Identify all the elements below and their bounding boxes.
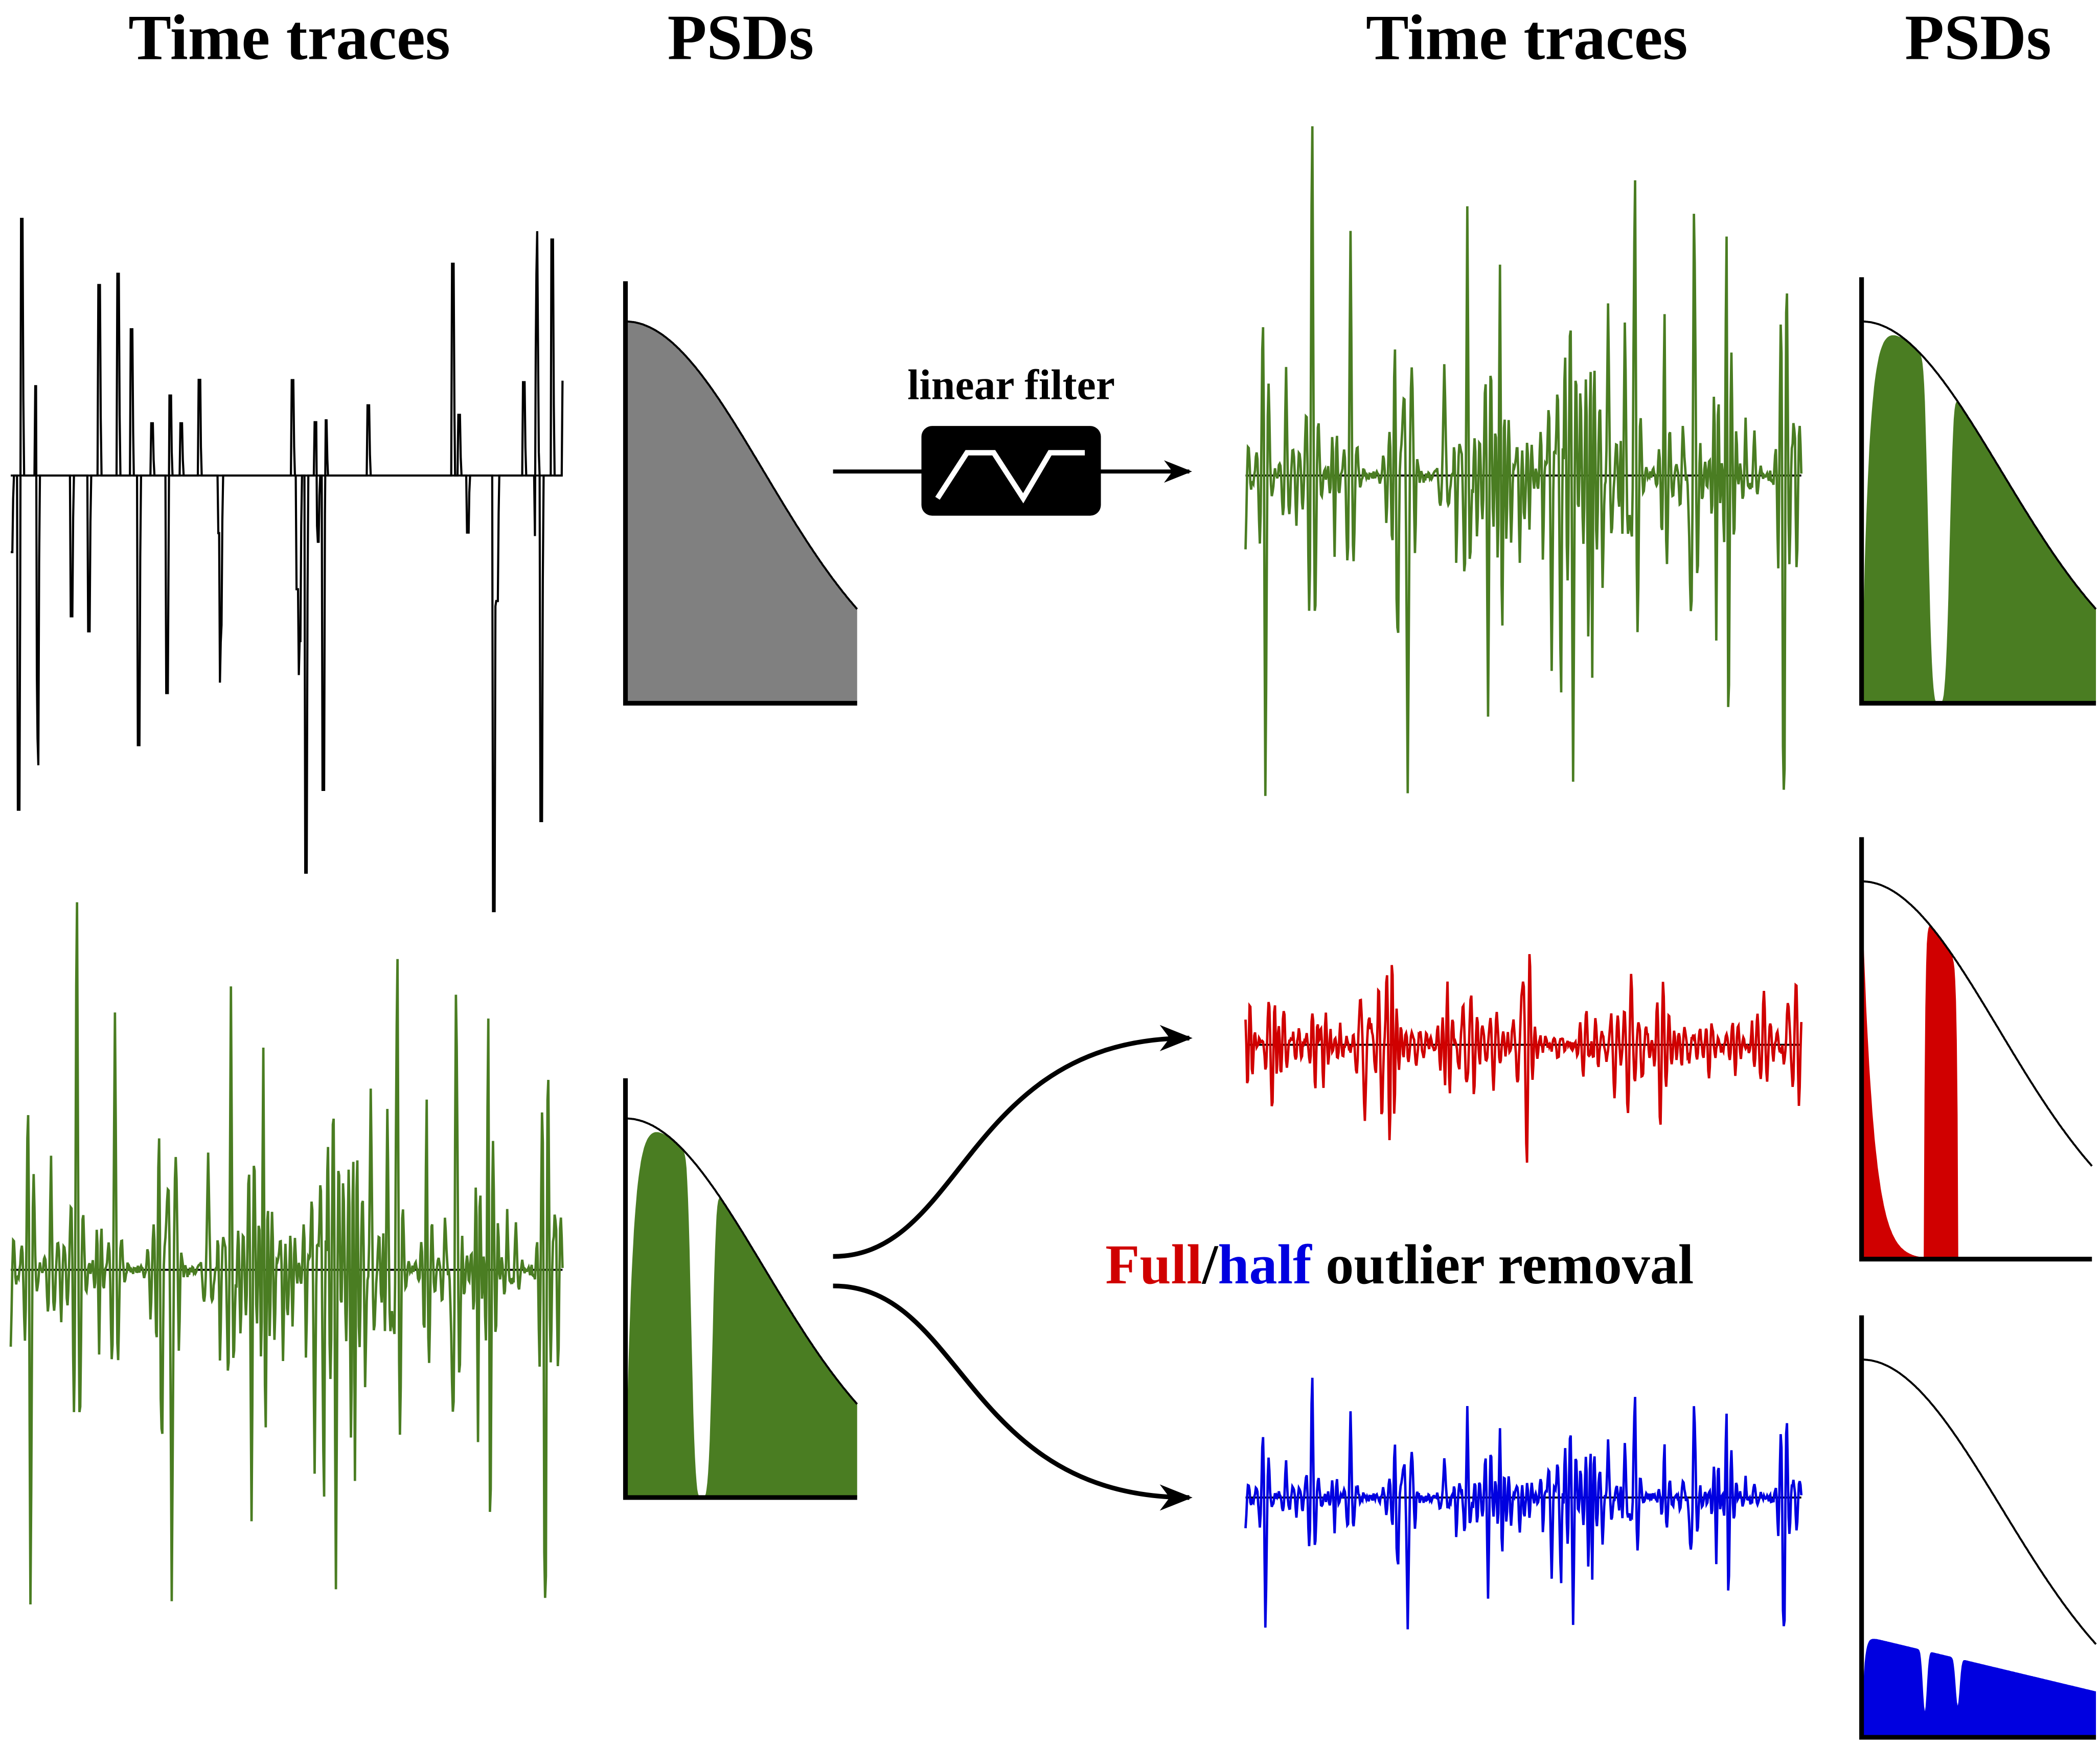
title-time-traces-right: Time traces (1366, 2, 1688, 73)
filter-box (921, 426, 1101, 516)
psd-fill (1861, 1639, 2096, 1737)
time-trace (1244, 1377, 1803, 1629)
psd-axes (1859, 277, 2096, 706)
psd-axes (623, 1078, 857, 1500)
title-psds-left: PSDs (668, 2, 814, 73)
title-time-traces-left: Time traces (128, 2, 450, 73)
time-trace (11, 217, 564, 913)
title-psds-right: PSDs (1905, 2, 2051, 73)
psd-axes (1859, 1315, 2096, 1740)
removal-label: Full/half outlier removal (1105, 1233, 1694, 1296)
rest-label: outlier removal (1326, 1233, 1694, 1296)
filter-icon (935, 450, 1085, 504)
psd-curve (1861, 880, 2093, 1167)
psd-fill (1861, 881, 2092, 1259)
psd-fill (625, 1132, 857, 1498)
psd-fill (1861, 335, 2096, 704)
psd-curve (625, 320, 858, 610)
full-label: Full (1105, 1233, 1202, 1296)
psd-curve (1861, 320, 2097, 610)
filter-label: linear filter (907, 361, 1115, 409)
separator: / (1201, 1233, 1219, 1296)
psd-axes (1859, 837, 2092, 1262)
arrow-half (833, 1283, 1193, 1511)
psd-fill (625, 321, 857, 704)
time-trace (1244, 954, 1803, 1163)
arrow-full (833, 1025, 1193, 1259)
psd-axes (623, 281, 857, 706)
time-trace (1244, 126, 1803, 796)
psd-curve (1861, 1358, 2097, 1645)
half-label: half (1218, 1233, 1312, 1296)
time-trace (9, 902, 564, 1605)
psd-curve (625, 1117, 858, 1405)
